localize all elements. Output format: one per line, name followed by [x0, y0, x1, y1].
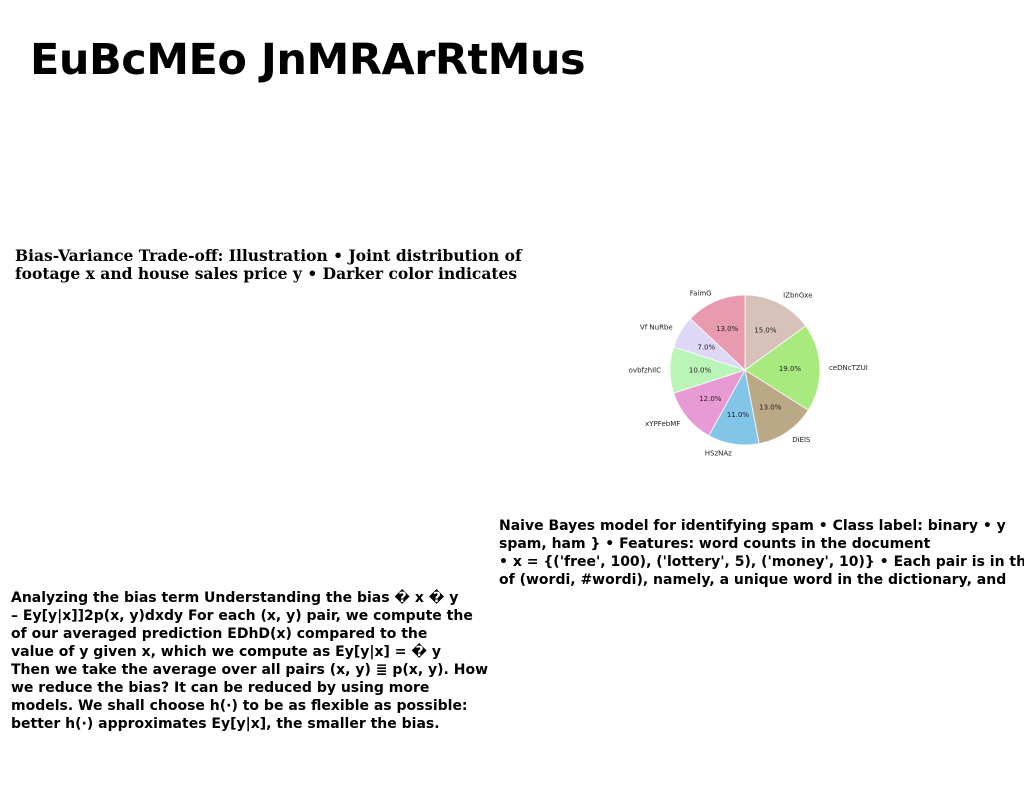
- text-line: Then we take the average over all pairs …: [11, 662, 489, 678]
- pie-category-label: DiElS: [792, 436, 811, 444]
- pie-category-labels: IZbnGxe ceDNcTZUI DiElS HSzNAz xYPFebMF ovbfz…: [629, 289, 868, 457]
- page-title: EuBcMEo JnMRArRtMus: [30, 35, 586, 85]
- pie-percent-label: 7.0%: [697, 344, 715, 352]
- pie-slice: [744, 325, 821, 411]
- pie-category-label: Vf NuRbe: [640, 324, 673, 332]
- text-line: • x = {('free', 100), ('lottery', 5), ('…: [499, 554, 1024, 570]
- pie-percent-label: 10.0%: [689, 367, 712, 375]
- text-line: Naive Bayes model for identifying spam •…: [499, 518, 1006, 534]
- naive-bayes-text: Naive Bayes model for identifying spam •…: [499, 517, 1024, 589]
- pie-category-label: IZbnGxe: [783, 292, 812, 300]
- text-line: spam, ham } • Features: word counts in t…: [499, 536, 931, 552]
- pie-percent-label: 13.0%: [716, 325, 739, 333]
- pie-slice: [744, 369, 809, 445]
- pie-percent-label: 11.0%: [727, 411, 750, 419]
- pie-category-label: HSzNAz: [705, 449, 732, 457]
- pie-percent-labels: 15.0% 19.0% 13.0% 11.0% 12.0% 10.0% 7.0% 13.0%: [689, 325, 802, 419]
- pie-slice: [689, 294, 746, 371]
- text-line: of our averaged prediction EDhD(x) compa…: [11, 626, 428, 642]
- text-line: of (wordi, #wordi), namely, a unique wor…: [499, 572, 1007, 588]
- text-line: footage x and house sales price y • Dark…: [15, 264, 518, 283]
- pie-percent-label: 15.0%: [754, 326, 777, 334]
- text-line: models. We shall choose h(·) to be as fl…: [11, 698, 468, 714]
- text-line: Bias-Variance Trade-off: Illustration • …: [15, 247, 522, 265]
- text-line: Analyzing the bias term Understanding th…: [11, 590, 459, 606]
- pie-percent-label: 19.0%: [779, 365, 802, 373]
- bias-variance-text: Bias-Variance Trade-off: Illustration • …: [15, 247, 545, 283]
- pie-chart: 15.0%19.0%13.0%11.0%12.0%10.0%7.0%13.0% …: [629, 289, 868, 457]
- pie-category-label: ovbfzhIlC: [629, 367, 661, 375]
- pie-category-label: FaimG: [690, 289, 712, 297]
- pie-category-label: xYPFebMF: [645, 420, 680, 428]
- text-line: better h(·) approximates Ey[y|x], the sm…: [11, 716, 440, 732]
- text-line: value of y given x, which we compute as …: [11, 644, 441, 660]
- pie-slices: [669, 294, 821, 446]
- pie-percent-label: 13.0%: [759, 404, 782, 412]
- text-line: we reduce the bias? It can be reduced by…: [11, 680, 430, 696]
- text-line: – Ey[y|x]]2p(x, y)dxdy For each (x, y) p…: [11, 608, 473, 624]
- pie-slice: [744, 294, 807, 371]
- bias-term-text: Analyzing the bias term Understanding th…: [11, 589, 497, 733]
- pie-percent-label: 12.0%: [699, 395, 722, 403]
- pie-category-label: ceDNcTZUI: [829, 364, 868, 372]
